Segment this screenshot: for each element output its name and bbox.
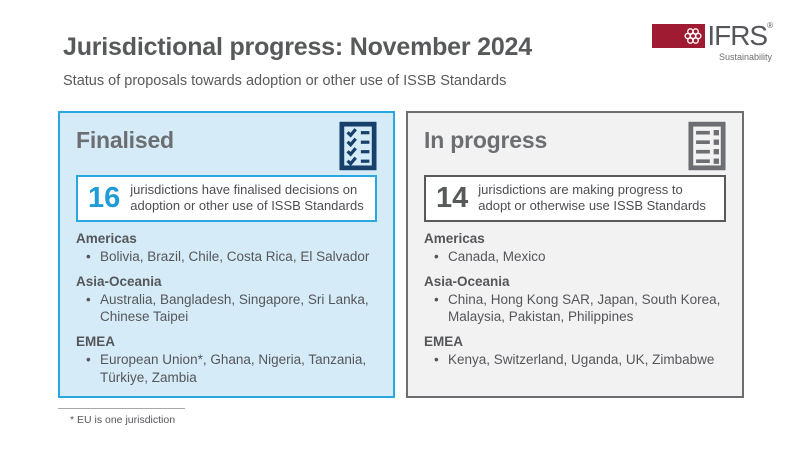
finalised-count: 16 [88, 181, 121, 214]
region-header-asia-oceania: Asia-Oceania [76, 273, 162, 289]
page-title: Jurisdictional progress: November 2024 [63, 33, 532, 61]
ifrs-logo-tagline: Sustainability [718, 52, 772, 62]
ifrs-logo: IFRS® Sustainability [652, 20, 773, 62]
region-list-emea: European Union*, Ghana, Nigeria, Tanzani… [76, 351, 377, 386]
region-list-americas: Canada, Mexico [424, 248, 726, 266]
region-header-emea: EMEA [424, 334, 464, 350]
region-header-americas: Americas [76, 230, 137, 246]
region-header-americas: Americas [424, 230, 485, 246]
finalised-panel: Finalised 16 [58, 111, 395, 398]
finalised-count-text: jurisdictions have finalised decisions o… [130, 182, 364, 214]
in-progress-count-box: 14 jurisdictions are making progress to … [424, 175, 726, 222]
region-list-emea: Kenya, Switzerland, Uganda, UK, Zimbabwe [424, 351, 726, 369]
in-progress-count: 14 [436, 181, 469, 214]
region-list-americas: Bolivia, Brazil, Chile, Costa Rica, El S… [76, 248, 377, 266]
ifrs-logo-text: IFRS® [707, 20, 773, 51]
finalised-count-box: 16 jurisdictions have finalised decision… [76, 175, 377, 222]
footnote-divider [58, 408, 185, 409]
list-icon [688, 121, 726, 171]
in-progress-panel: In progress [406, 111, 744, 398]
region-header-asia-oceania: Asia-Oceania [424, 273, 510, 289]
trademark-symbol: ® [767, 21, 773, 30]
region-list-asia-oceania: China, Hong Kong SAR, Japan, South Korea… [424, 291, 726, 326]
checklist-icon [339, 121, 377, 171]
in-progress-panel-title: In progress [424, 127, 548, 153]
region-header-emea: EMEA [76, 334, 116, 350]
finalised-panel-title: Finalised [76, 127, 174, 153]
ifrs-flower-icon [684, 28, 702, 44]
page-subtitle: Status of proposals towards adoption or … [63, 73, 507, 89]
in-progress-count-text: jurisdictions are making progress to ado… [478, 182, 706, 214]
footnote-text: * EU is one jurisdiction [70, 414, 176, 426]
region-list-asia-oceania: Australia, Bangladesh, Singapore, Sri La… [76, 291, 377, 326]
ifrs-logo-bar [652, 24, 706, 48]
